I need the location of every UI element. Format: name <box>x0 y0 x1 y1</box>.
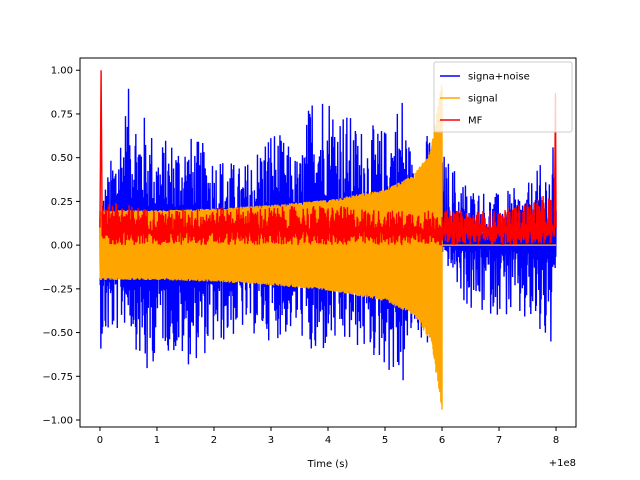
series-line-mf <box>99 70 557 246</box>
x-tick-label: 1 <box>154 435 160 446</box>
legend-label: signal <box>468 94 498 105</box>
y-tick-label: −0.50 <box>42 328 73 339</box>
x-tick-label: 4 <box>325 435 331 446</box>
legend-box <box>433 61 573 133</box>
y-tick-label: −0.25 <box>42 284 73 295</box>
y-tick-label: −0.75 <box>42 372 73 383</box>
y-tick-label: 0.50 <box>51 153 73 164</box>
y-axis: −1.00 −0.75 −0.50 −0.25 0.00 0.25 0.50 0.75 1.00 <box>42 66 80 427</box>
y-tick-label: −1.00 <box>42 416 73 427</box>
y-tick-label: 0.25 <box>51 197 73 208</box>
x-tick-label: 7 <box>496 435 502 446</box>
legend-label: MF <box>468 116 483 127</box>
x-tick-label: 3 <box>268 435 274 446</box>
x-tick-label: 2 <box>211 435 217 446</box>
legend-label: signa+noise <box>468 72 530 83</box>
x-tick-label: 0 <box>97 435 103 446</box>
y-tick-label: 1.00 <box>51 66 73 77</box>
series-layer <box>99 70 557 410</box>
x-tick-label: 5 <box>382 435 388 446</box>
y-tick-label: 0.75 <box>51 109 73 120</box>
x-axis: 0 1 2 3 4 5 6 7 8 <box>97 427 559 446</box>
x-offset-label: +1e8 <box>549 458 576 469</box>
legend: signa+noise signal MF <box>433 61 573 133</box>
x-axis-label: Time (s) <box>307 459 349 470</box>
x-tick-label: 6 <box>439 435 445 446</box>
y-tick-label: 0.00 <box>51 241 73 252</box>
x-tick-label: 8 <box>553 435 559 446</box>
